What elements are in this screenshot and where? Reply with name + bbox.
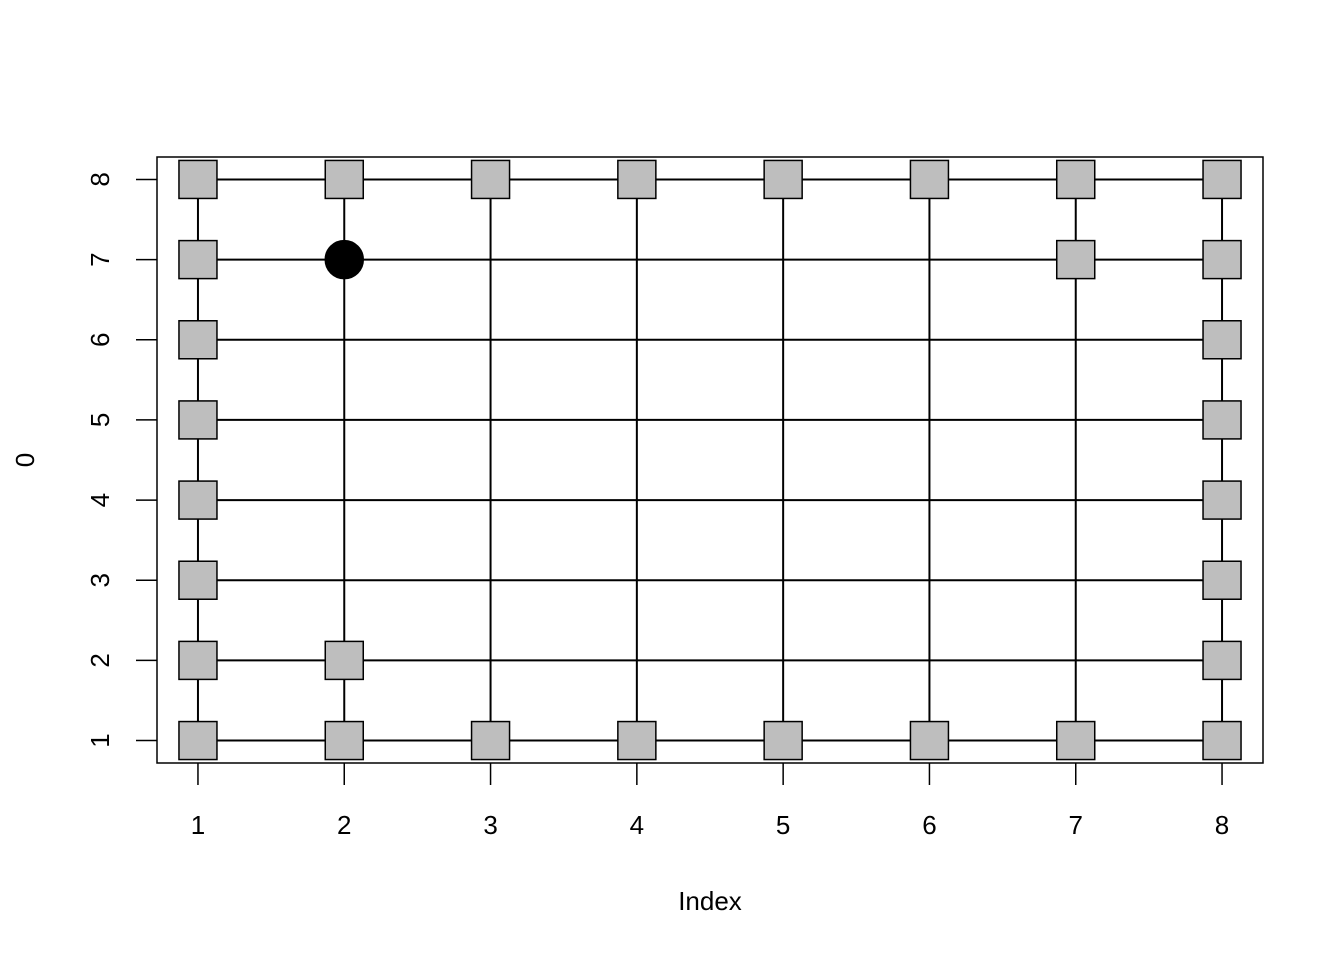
y-tick-label: 4 bbox=[85, 493, 115, 507]
square-point bbox=[617, 159, 657, 200]
square-point bbox=[1202, 159, 1242, 200]
y-tick-label: 7 bbox=[85, 252, 115, 266]
grid-lines bbox=[196, 178, 1224, 742]
square-point bbox=[178, 560, 218, 600]
x-tick-label: 4 bbox=[630, 810, 644, 840]
x-tick-label: 6 bbox=[922, 810, 936, 840]
y-tick-label: 3 bbox=[85, 573, 115, 587]
square-point bbox=[178, 400, 218, 440]
y-tick-label: 8 bbox=[85, 172, 115, 186]
square-point bbox=[178, 159, 218, 200]
square-point bbox=[1055, 720, 1096, 761]
square-point bbox=[909, 720, 950, 761]
square-point bbox=[178, 480, 218, 520]
y-axis: 1 2 3 4 5 6 7 8 bbox=[85, 172, 157, 748]
square-point bbox=[1202, 720, 1242, 761]
plot-frame bbox=[156, 156, 1264, 764]
square-point bbox=[1202, 480, 1242, 520]
square-point bbox=[1202, 640, 1242, 681]
square-point bbox=[178, 640, 218, 681]
y-tick-label: 6 bbox=[85, 333, 115, 347]
square-point bbox=[324, 640, 365, 681]
square-point bbox=[178, 239, 218, 280]
data-points bbox=[178, 159, 1242, 761]
x-tick-label: 3 bbox=[483, 810, 497, 840]
square-point bbox=[763, 159, 803, 200]
square-point bbox=[324, 159, 365, 200]
square-point bbox=[470, 159, 511, 200]
circle-point bbox=[324, 239, 365, 280]
square-point bbox=[470, 720, 511, 761]
x-tick-label: 5 bbox=[776, 810, 790, 840]
x-tick-label: 8 bbox=[1215, 810, 1229, 840]
square-point bbox=[178, 720, 218, 761]
square-point bbox=[324, 720, 365, 761]
x-tick-label: 1 bbox=[191, 810, 205, 840]
x-tick-label: 2 bbox=[337, 810, 351, 840]
x-axis: 1 2 3 4 5 6 7 8 bbox=[191, 763, 1229, 840]
y-tick-label: 5 bbox=[85, 413, 115, 427]
y-axis-label: 0 bbox=[10, 453, 40, 467]
square-point bbox=[1202, 320, 1242, 360]
y-tick-label: 1 bbox=[85, 733, 115, 747]
square-point bbox=[617, 720, 657, 761]
square-point bbox=[909, 159, 950, 200]
square-point bbox=[178, 320, 218, 360]
x-axis-label: Index bbox=[678, 886, 742, 916]
square-point bbox=[1055, 159, 1096, 200]
square-point bbox=[1202, 560, 1242, 600]
square-point bbox=[763, 720, 803, 761]
x-tick-label: 7 bbox=[1069, 810, 1083, 840]
square-point bbox=[1202, 239, 1242, 280]
y-tick-label: 2 bbox=[85, 653, 115, 667]
square-point bbox=[1202, 400, 1242, 440]
square-point bbox=[1055, 239, 1096, 280]
